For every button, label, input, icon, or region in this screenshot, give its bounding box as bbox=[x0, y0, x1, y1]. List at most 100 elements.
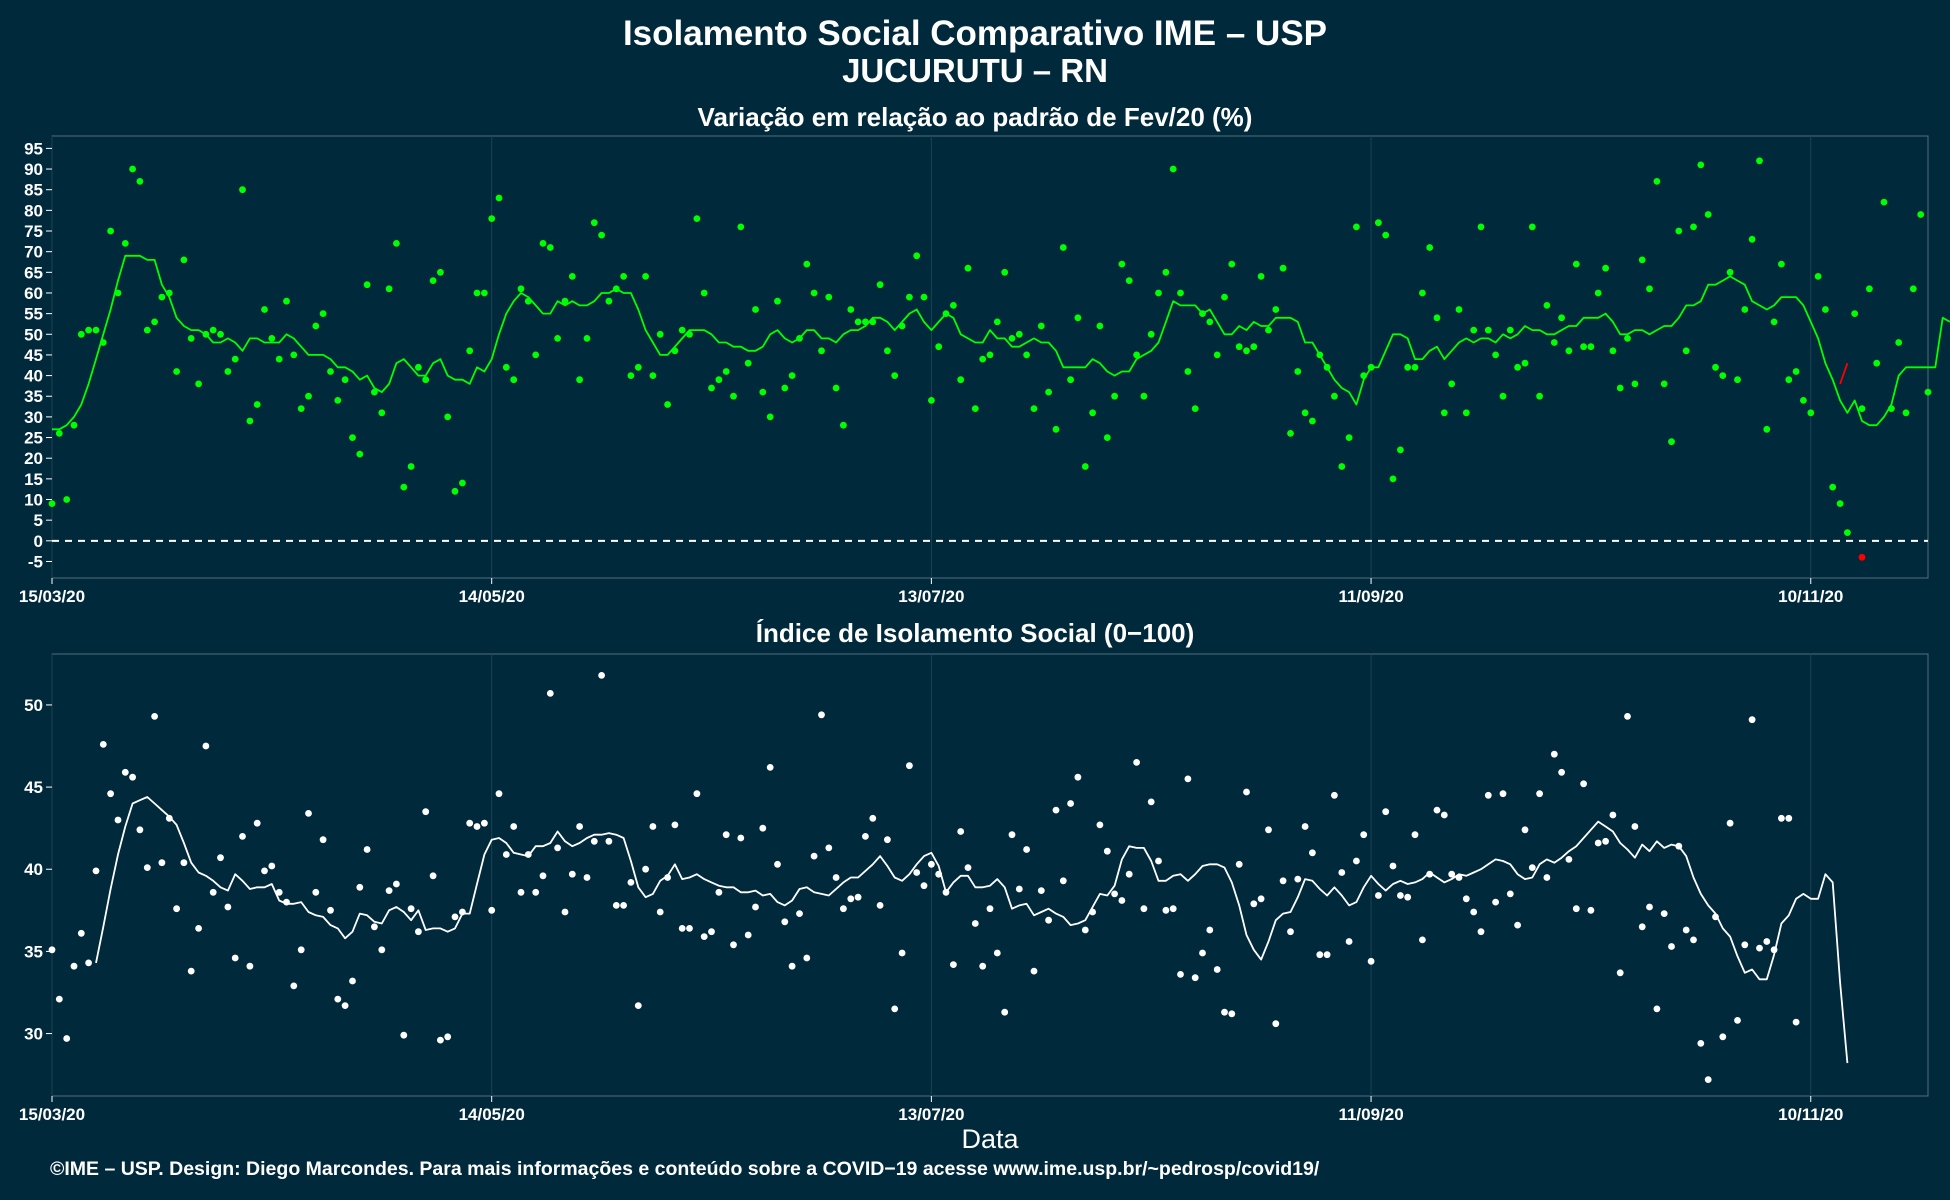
y-tick-label: 55 bbox=[24, 305, 43, 324]
x-tick-label: 14/05/20 bbox=[459, 1105, 525, 1124]
data-point bbox=[920, 293, 928, 301]
data-point bbox=[1807, 409, 1815, 417]
y-tick-label: 50 bbox=[24, 325, 43, 344]
data-point bbox=[1397, 892, 1404, 899]
data-point bbox=[1199, 949, 1206, 957]
data-point bbox=[1279, 264, 1287, 272]
data-point bbox=[1081, 926, 1089, 934]
data-point bbox=[1074, 773, 1082, 781]
data-point bbox=[466, 819, 474, 827]
data-point bbox=[1382, 808, 1390, 816]
data-point bbox=[1477, 223, 1485, 231]
data-point bbox=[495, 194, 503, 202]
data-point bbox=[1785, 376, 1793, 384]
data-point bbox=[964, 864, 972, 871]
data-point bbox=[1704, 1076, 1712, 1083]
data-point bbox=[173, 905, 181, 913]
data-point bbox=[1397, 446, 1404, 454]
y-tick-label: 25 bbox=[24, 429, 43, 448]
data-point bbox=[759, 388, 767, 396]
data-point bbox=[568, 273, 576, 280]
data-point bbox=[1499, 392, 1507, 400]
data-point bbox=[847, 306, 855, 313]
data-point bbox=[114, 289, 122, 297]
data-point bbox=[620, 273, 627, 280]
data-point bbox=[1426, 870, 1434, 878]
data-point bbox=[371, 923, 378, 931]
data-point bbox=[429, 277, 437, 284]
data-point bbox=[1800, 397, 1807, 404]
data-point bbox=[77, 929, 85, 937]
data-point bbox=[1338, 869, 1346, 876]
data-point bbox=[327, 906, 334, 914]
data-point bbox=[840, 421, 847, 429]
data-point bbox=[627, 879, 635, 886]
y-tick-label: 75 bbox=[24, 222, 43, 241]
data-point bbox=[1741, 306, 1749, 313]
data-point bbox=[107, 790, 114, 798]
data-point bbox=[1235, 343, 1243, 351]
data-point bbox=[231, 355, 239, 363]
data-point bbox=[143, 326, 151, 334]
data-point bbox=[1250, 343, 1258, 351]
data-point bbox=[319, 836, 327, 844]
data-point bbox=[1602, 264, 1609, 272]
bottom-panel: 15/03/20 14/05/20 13/07/20 11/09/20 10/11/20… bbox=[19, 653, 1929, 1124]
data-point bbox=[678, 326, 686, 334]
data-point bbox=[1624, 335, 1631, 342]
data-point bbox=[231, 954, 239, 962]
data-point bbox=[546, 244, 554, 251]
data-point bbox=[906, 293, 913, 301]
x-tick-label: 13/07/20 bbox=[898, 1105, 964, 1124]
y-tick-label: 60 bbox=[24, 284, 43, 303]
data-point bbox=[517, 888, 525, 896]
data-point bbox=[1125, 277, 1133, 284]
data-point bbox=[854, 318, 862, 326]
top-panel-title: Variação em relação ao padrão de Fev/20 … bbox=[697, 102, 1253, 132]
data-point bbox=[1301, 409, 1309, 417]
data-point bbox=[1543, 302, 1551, 309]
data-point bbox=[70, 421, 78, 429]
data-point bbox=[1660, 380, 1668, 388]
data-point bbox=[1389, 475, 1397, 483]
data-point bbox=[737, 223, 745, 231]
data-point bbox=[1052, 425, 1060, 433]
data-point bbox=[114, 816, 122, 824]
y-tick-label: 40 bbox=[24, 367, 43, 386]
data-point bbox=[583, 874, 591, 881]
data-point bbox=[1638, 256, 1646, 264]
data-point bbox=[327, 368, 334, 375]
data-point bbox=[55, 995, 63, 1003]
data-point bbox=[803, 260, 811, 268]
data-point bbox=[1162, 906, 1170, 914]
data-point bbox=[1572, 260, 1580, 268]
data-point bbox=[1103, 847, 1111, 855]
data-point bbox=[840, 905, 847, 913]
data-point bbox=[1638, 923, 1646, 931]
data-point bbox=[1616, 969, 1624, 977]
data-point bbox=[693, 790, 701, 798]
data-point bbox=[583, 335, 591, 342]
data-point bbox=[1528, 223, 1536, 231]
data-point bbox=[305, 810, 312, 817]
data-point bbox=[429, 872, 437, 880]
data-point bbox=[928, 397, 935, 404]
data-point bbox=[1177, 971, 1184, 978]
data-point bbox=[209, 888, 217, 896]
data-point bbox=[1550, 750, 1558, 758]
data-point bbox=[539, 872, 547, 880]
data-point bbox=[1668, 943, 1675, 950]
data-point bbox=[1272, 1020, 1280, 1028]
data-point bbox=[1572, 905, 1580, 913]
data-point bbox=[964, 264, 972, 272]
chart-title: Isolamento Social Comparativo IME – USP bbox=[622, 14, 1328, 53]
data-point bbox=[1734, 1017, 1741, 1024]
data-point bbox=[993, 318, 1001, 326]
data-point bbox=[1103, 434, 1111, 441]
data-point bbox=[1235, 860, 1243, 868]
x-tick-label: 15/03/20 bbox=[19, 587, 85, 606]
data-point bbox=[349, 434, 356, 441]
data-point bbox=[1294, 875, 1302, 883]
y-tick-label: 45 bbox=[24, 778, 43, 797]
data-point bbox=[649, 372, 657, 379]
